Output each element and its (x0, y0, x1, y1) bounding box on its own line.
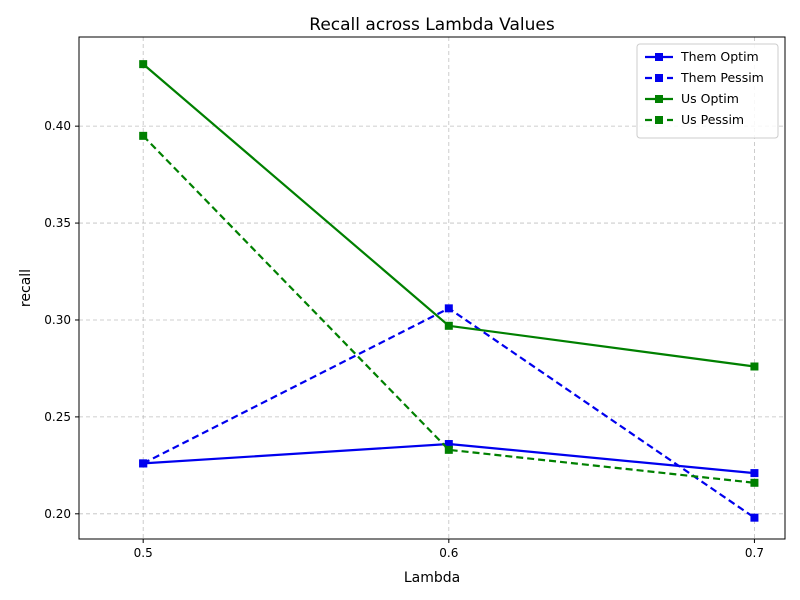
series-us-pessim (139, 131, 759, 487)
x-tick-label: 0.7 (745, 546, 764, 560)
legend-item: Us Optim (645, 91, 739, 106)
legend-swatch-marker (655, 74, 663, 82)
legend-label: Us Pessim (681, 112, 744, 127)
legend-label: Them Optim (680, 49, 759, 64)
legend-box (636, 43, 779, 139)
data-point-marker (750, 513, 759, 522)
y-tick-label: 0.35 (44, 216, 71, 230)
legend-item: Them Pessim (645, 70, 764, 85)
chart-title: Recall across Lambda Values (309, 15, 555, 35)
y-tick-label: 0.30 (44, 313, 71, 327)
legend-label: Them Pessim (680, 70, 764, 85)
data-point-marker (444, 445, 453, 454)
series-group (139, 60, 759, 522)
series-them-pessim (139, 304, 759, 522)
data-point-marker (444, 440, 453, 449)
data-point-marker (444, 321, 453, 330)
data-point-marker (139, 459, 148, 468)
y-axis-label: recall (18, 269, 34, 307)
x-axis-ticks: 0.5 0.6 0.7 (134, 539, 764, 560)
legend-swatch-marker (655, 53, 663, 61)
legend-label: Us Optim (681, 91, 739, 106)
data-point-marker (750, 362, 759, 371)
x-axis-label: Lambda (404, 570, 460, 586)
data-point-marker (750, 478, 759, 487)
legend-swatch-marker (655, 116, 663, 124)
plot-area-frame (78, 36, 786, 540)
data-point-marker (139, 131, 148, 140)
y-axis-ticks: 0.20 0.25 0.30 0.35 0.40 (44, 119, 79, 521)
y-tick-label: 0.25 (44, 410, 71, 424)
data-point-marker (750, 469, 759, 478)
x-tick-label: 0.6 (439, 546, 458, 560)
data-point-marker (444, 304, 453, 313)
x-tick-label: 0.5 (134, 546, 153, 560)
y-tick-label: 0.40 (44, 119, 71, 133)
legend: Them Optim Them Pessim Us Optim Us Pessim (636, 43, 779, 139)
y-tick-label: 0.20 (44, 507, 71, 521)
legend-item: Us Pessim (645, 112, 744, 127)
legend-item: Them Optim (645, 49, 759, 64)
series-line (142, 135, 755, 484)
legend-swatch-marker (655, 95, 663, 103)
data-point-marker (139, 60, 148, 69)
series-us-optim (139, 60, 759, 371)
